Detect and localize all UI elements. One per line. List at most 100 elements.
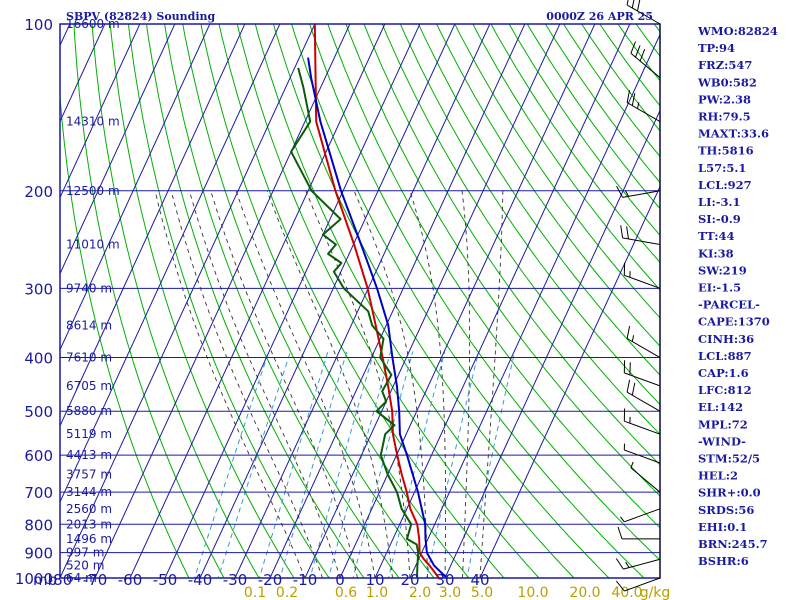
wind-barb-half [637, 102, 640, 109]
wind-barb-staff [630, 52, 661, 79]
wind-barb-staff [626, 4, 661, 25]
height-label: 8614 m [66, 318, 112, 332]
temperature-tick-label: -40 [188, 571, 213, 589]
mixing-ratio-label: 2.0 [409, 585, 431, 600]
dry-adiabat [254, 24, 575, 578]
index-value: SW:219 [698, 263, 747, 277]
wind-barb-staff [622, 190, 661, 198]
dry-adiabat [563, 24, 660, 158]
isotherm [129, 24, 386, 578]
dry-adiabat [472, 24, 660, 291]
dry-adiabat [200, 24, 470, 578]
index-value: -WIND- [698, 434, 746, 448]
index-value: HEL:2 [698, 469, 738, 483]
dry-adiabat [436, 24, 660, 347]
pressure-label: 800 [24, 516, 53, 534]
mixing-ratio-label: 10.0 [517, 585, 548, 600]
index-value: TP:94 [698, 41, 735, 55]
wind-barb-flag [626, 226, 629, 239]
index-value: WMO:82824 [697, 24, 778, 38]
pressure-unit-label: mb [33, 571, 57, 589]
temperature-tick-label: 20 [400, 571, 419, 589]
dry-adiabat [127, 24, 330, 578]
mixing-ratio-label: g/kg [640, 585, 671, 600]
height-label: 16600 m [66, 17, 120, 31]
mixing-ratio-label: 5.0 [471, 585, 493, 600]
wind-barb-flag [616, 185, 624, 198]
isotherm [234, 24, 491, 578]
height-label: 12500 m [66, 184, 120, 198]
wind-barb-staff [624, 420, 661, 435]
index-value: EL:142 [698, 400, 743, 414]
dry-adiabat [291, 24, 645, 578]
temperature-tick-label: -50 [153, 571, 178, 589]
height-label: 64 m [66, 571, 97, 585]
temperature-tick-label: -70 [83, 571, 108, 589]
wind-barb-flag [620, 225, 624, 238]
wind-barb-staff [624, 274, 661, 289]
height-label: 3144 m [66, 485, 112, 499]
dry-adiabat [182, 24, 435, 578]
index-value: LI:-3.1 [698, 195, 741, 209]
wind-barb-half [630, 461, 634, 468]
wind-barb-staff [624, 372, 661, 387]
isotherm [60, 24, 316, 578]
dry-adiabat [236, 24, 540, 578]
index-value: SHR+:0.0 [698, 486, 761, 500]
index-value: RH:79.5 [698, 110, 751, 124]
wind-barb-half [620, 516, 625, 523]
pressure-label: 200 [24, 183, 53, 201]
height-label: 2560 m [66, 502, 112, 516]
moist-adiabat [189, 190, 341, 578]
dry-adiabat [91, 24, 260, 578]
wind-barb [626, 90, 661, 122]
mixing-ratio-line [466, 351, 516, 578]
dry-adiabat [363, 24, 660, 466]
wind-barb-flag [626, 90, 631, 103]
height-label: 4413 m [66, 448, 112, 462]
wind-barb-staff [624, 449, 661, 464]
wind-barb-flag [631, 0, 635, 9]
wind-barb-half [631, 335, 635, 342]
wind-barb-flag [631, 382, 636, 396]
dry-adiabat [345, 24, 660, 497]
wind-barb-half [625, 561, 630, 568]
wind-barb-flag [639, 49, 646, 62]
index-value: PW:2.38 [698, 92, 751, 106]
wind-barb-staff [624, 508, 661, 523]
dry-adiabat [218, 24, 505, 578]
dry-adiabat [490, 24, 660, 264]
temperature-tick-label: -20 [258, 571, 283, 589]
dry-adiabat [109, 24, 295, 578]
mixing-ratio-label: 0.1 [244, 585, 266, 600]
height-label: 5880 m [66, 404, 112, 418]
index-value: CINH:36 [698, 332, 754, 346]
pressure-label: 600 [24, 447, 53, 465]
index-value: CAP:1.6 [698, 366, 749, 380]
wind-barb-flag [637, 0, 641, 12]
wind-barb [623, 443, 661, 464]
isotherm [60, 24, 281, 504]
index-value: SI:-0.9 [698, 212, 741, 226]
wind-barb-flag [626, 326, 631, 339]
pressure-label: 300 [24, 280, 53, 298]
index-value: LFC:812 [698, 383, 752, 397]
isotherm [409, 33, 660, 578]
wind-barb [620, 225, 661, 245]
wind-barb [616, 577, 661, 592]
wind-barb-staff [624, 577, 661, 592]
mixing-ratio-label: 40.0 [611, 585, 642, 600]
isotherm [269, 24, 526, 578]
dry-adiabat [417, 24, 660, 376]
index-value: L57:5.1 [698, 161, 746, 175]
dry-adiabat [327, 24, 660, 529]
index-value: MPL:72 [698, 417, 748, 431]
wind-barb-staff [626, 338, 661, 358]
isotherm [444, 109, 660, 578]
height-label: 5119 m [66, 427, 112, 441]
dry-adiabat [544, 24, 660, 184]
wind-barb [617, 526, 661, 540]
height-label: 1496 m [66, 532, 112, 546]
wind-barb-flag [615, 558, 624, 570]
